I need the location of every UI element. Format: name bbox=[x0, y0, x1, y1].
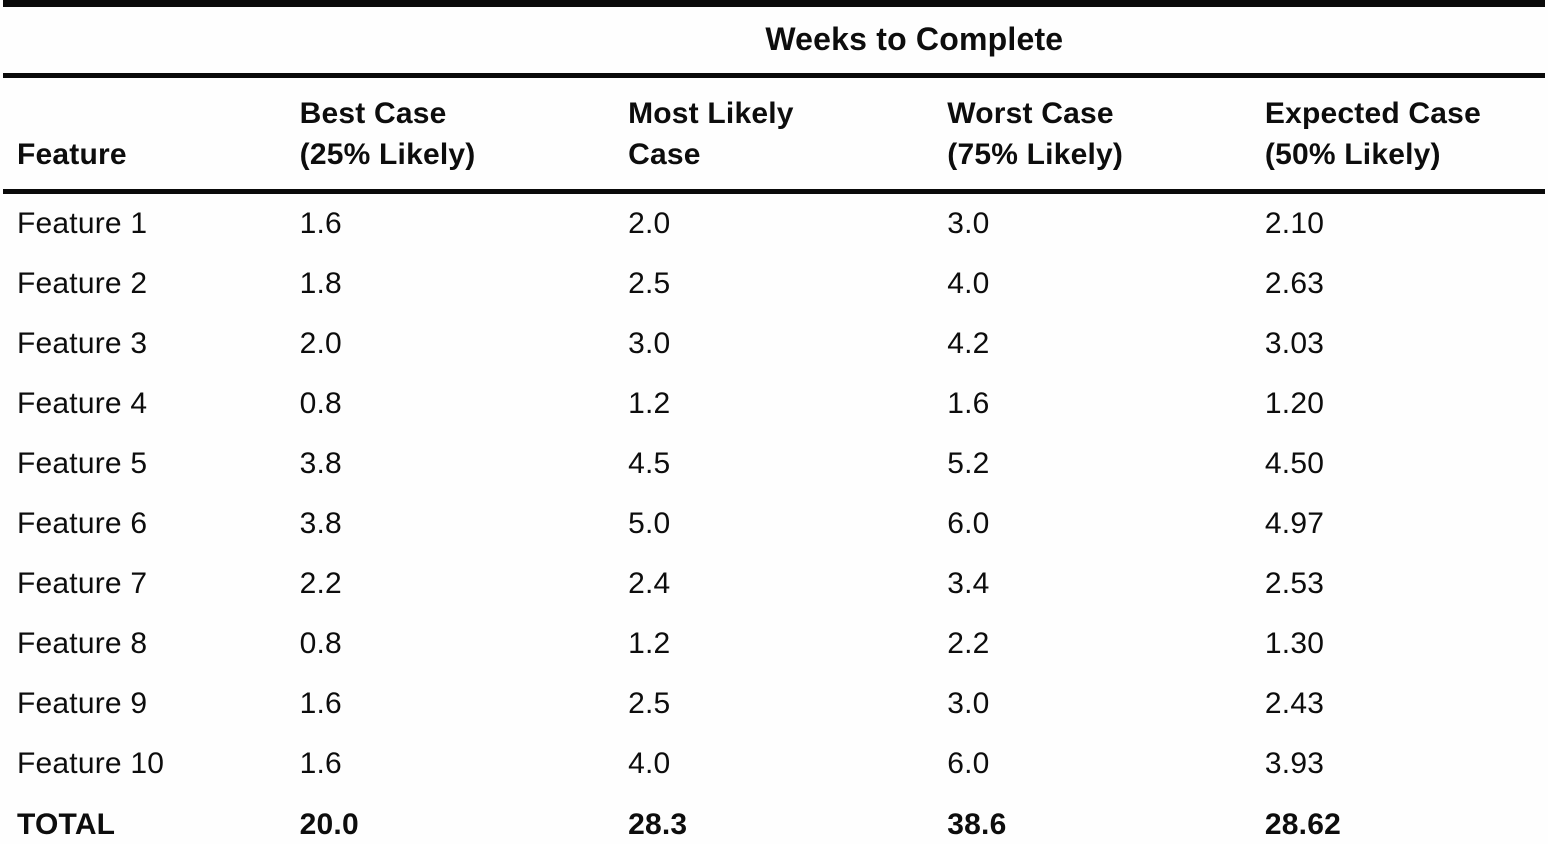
expected-case-cell: 2.63 bbox=[1264, 267, 1325, 300]
column-header-expected-case: Expected Case (50% Likely) bbox=[1248, 75, 1545, 194]
expected-case-cell: 2.43 bbox=[1264, 687, 1325, 720]
most-likely-line2: Case bbox=[628, 137, 701, 171]
worst-case-cell: 3.0 bbox=[947, 687, 990, 720]
worst-case-line2: (75% Likely) bbox=[947, 137, 1124, 171]
table-row: Feature 8 0.8 1.2 2.2 1.30 bbox=[3, 614, 1545, 674]
worst-case-cell: 6.0 bbox=[947, 747, 990, 780]
best-case-cell: 1.6 bbox=[299, 747, 342, 780]
best-case-cell: 0.8 bbox=[299, 387, 342, 420]
expected-case-cell: 3.93 bbox=[1264, 747, 1325, 780]
table-title: Weeks to Complete bbox=[283, 3, 1545, 78]
column-header-worst-case: Worst Case (75% Likely) bbox=[931, 75, 1249, 194]
most-likely-cell: 5.0 bbox=[628, 507, 671, 540]
feature-name-cell: Feature 9 bbox=[17, 687, 148, 720]
feature-name-cell: Feature 8 bbox=[17, 627, 148, 660]
feature-name-cell: Feature 5 bbox=[17, 447, 148, 480]
feature-name-cell: Feature 3 bbox=[17, 327, 148, 360]
total-row: TOTAL 20.0 28.3 38.6 28.62 bbox=[3, 794, 1545, 844]
most-likely-cell: 2.4 bbox=[628, 567, 671, 600]
most-likely-cell: 1.2 bbox=[628, 627, 671, 660]
feature-name-cell: Feature 6 bbox=[17, 507, 148, 540]
best-case-cell: 2.0 bbox=[299, 327, 342, 360]
best-case-cell: 2.2 bbox=[299, 567, 342, 600]
worst-case-cell: 2.2 bbox=[947, 627, 990, 660]
estimation-table: Weeks to Complete Feature Best Case (25% … bbox=[3, 0, 1545, 844]
feature-name-cell: Feature 7 bbox=[17, 567, 148, 600]
best-case-cell: 3.8 bbox=[299, 507, 342, 540]
expected-case-cell: 4.50 bbox=[1264, 447, 1325, 480]
expected-case-cell: 2.10 bbox=[1264, 207, 1325, 240]
total-most-likely-cell: 28.3 bbox=[628, 808, 688, 841]
best-case-cell: 1.6 bbox=[299, 207, 342, 240]
total-best-case-cell: 20.0 bbox=[299, 808, 359, 841]
best-case-cell: 0.8 bbox=[299, 627, 342, 660]
feature-name-cell: Feature 1 bbox=[17, 207, 148, 240]
column-header-most-likely: Most Likely Case bbox=[612, 75, 932, 194]
table-row: Feature 2 1.8 2.5 4.0 2.63 bbox=[3, 254, 1545, 314]
expected-case-cell: 4.97 bbox=[1264, 507, 1325, 540]
worst-case-cell: 5.2 bbox=[947, 447, 990, 480]
table-row: Feature 3 2.0 3.0 4.2 3.03 bbox=[3, 314, 1545, 374]
column-header-feature-label: Feature bbox=[17, 137, 127, 171]
table-row: Feature 1 1.6 2.0 3.0 2.10 bbox=[3, 192, 1545, 255]
total-expected-case-cell: 28.62 bbox=[1264, 808, 1341, 841]
best-case-cell: 1.6 bbox=[299, 687, 342, 720]
best-case-line1: Best Case bbox=[299, 97, 447, 130]
column-header-feature: Feature bbox=[3, 75, 284, 194]
spanning-header-spacer bbox=[3, 3, 284, 78]
worst-case-cell: 1.6 bbox=[947, 387, 990, 420]
worst-case-cell: 6.0 bbox=[947, 507, 990, 540]
table-row: Feature 10 1.6 4.0 6.0 3.93 bbox=[3, 734, 1545, 794]
expected-case-cell: 2.53 bbox=[1264, 567, 1325, 600]
column-header-best-case: Best Case (25% Likely) bbox=[283, 75, 613, 194]
best-case-line2: (25% Likely) bbox=[299, 137, 476, 171]
table-row: Feature 9 1.6 2.5 3.0 2.43 bbox=[3, 674, 1545, 734]
table-row: Feature 7 2.2 2.4 3.4 2.53 bbox=[3, 554, 1545, 614]
column-header-row: Feature Best Case (25% Likely) Most Likel… bbox=[3, 75, 1545, 194]
table-row: Feature 5 3.8 4.5 5.2 4.50 bbox=[3, 434, 1545, 494]
expected-case-cell: 1.20 bbox=[1264, 387, 1325, 420]
expected-case-cell: 1.30 bbox=[1264, 627, 1325, 660]
expected-case-line2: (50% Likely) bbox=[1264, 137, 1441, 171]
feature-name-cell: Feature 2 bbox=[17, 267, 148, 300]
most-likely-cell: 2.5 bbox=[628, 687, 671, 720]
feature-name-cell: Feature 10 bbox=[17, 747, 165, 780]
feature-name-cell: Feature 4 bbox=[17, 387, 148, 420]
best-case-cell: 3.8 bbox=[299, 447, 342, 480]
worst-case-cell: 4.0 bbox=[947, 267, 990, 300]
worst-case-cell: 4.2 bbox=[947, 327, 990, 360]
table-row: Feature 6 3.8 5.0 6.0 4.97 bbox=[3, 494, 1545, 554]
most-likely-cell: 4.0 bbox=[628, 747, 671, 780]
most-likely-cell: 1.2 bbox=[628, 387, 671, 420]
worst-case-line1: Worst Case bbox=[947, 97, 1114, 130]
spanning-header-row: Weeks to Complete bbox=[3, 3, 1545, 78]
total-worst-case-cell: 38.6 bbox=[947, 808, 1007, 841]
most-likely-cell: 2.5 bbox=[628, 267, 671, 300]
best-case-cell: 1.8 bbox=[299, 267, 342, 300]
most-likely-cell: 2.0 bbox=[628, 207, 671, 240]
worst-case-cell: 3.4 bbox=[947, 567, 990, 600]
expected-case-cell: 3.03 bbox=[1264, 327, 1325, 360]
most-likely-line1: Most Likely bbox=[628, 97, 794, 130]
most-likely-cell: 3.0 bbox=[628, 327, 671, 360]
most-likely-cell: 4.5 bbox=[628, 447, 671, 480]
total-label-cell: TOTAL bbox=[17, 808, 116, 841]
worst-case-cell: 3.0 bbox=[947, 207, 990, 240]
expected-case-line1: Expected Case bbox=[1264, 97, 1481, 130]
table-row: Feature 4 0.8 1.2 1.6 1.20 bbox=[3, 374, 1545, 434]
